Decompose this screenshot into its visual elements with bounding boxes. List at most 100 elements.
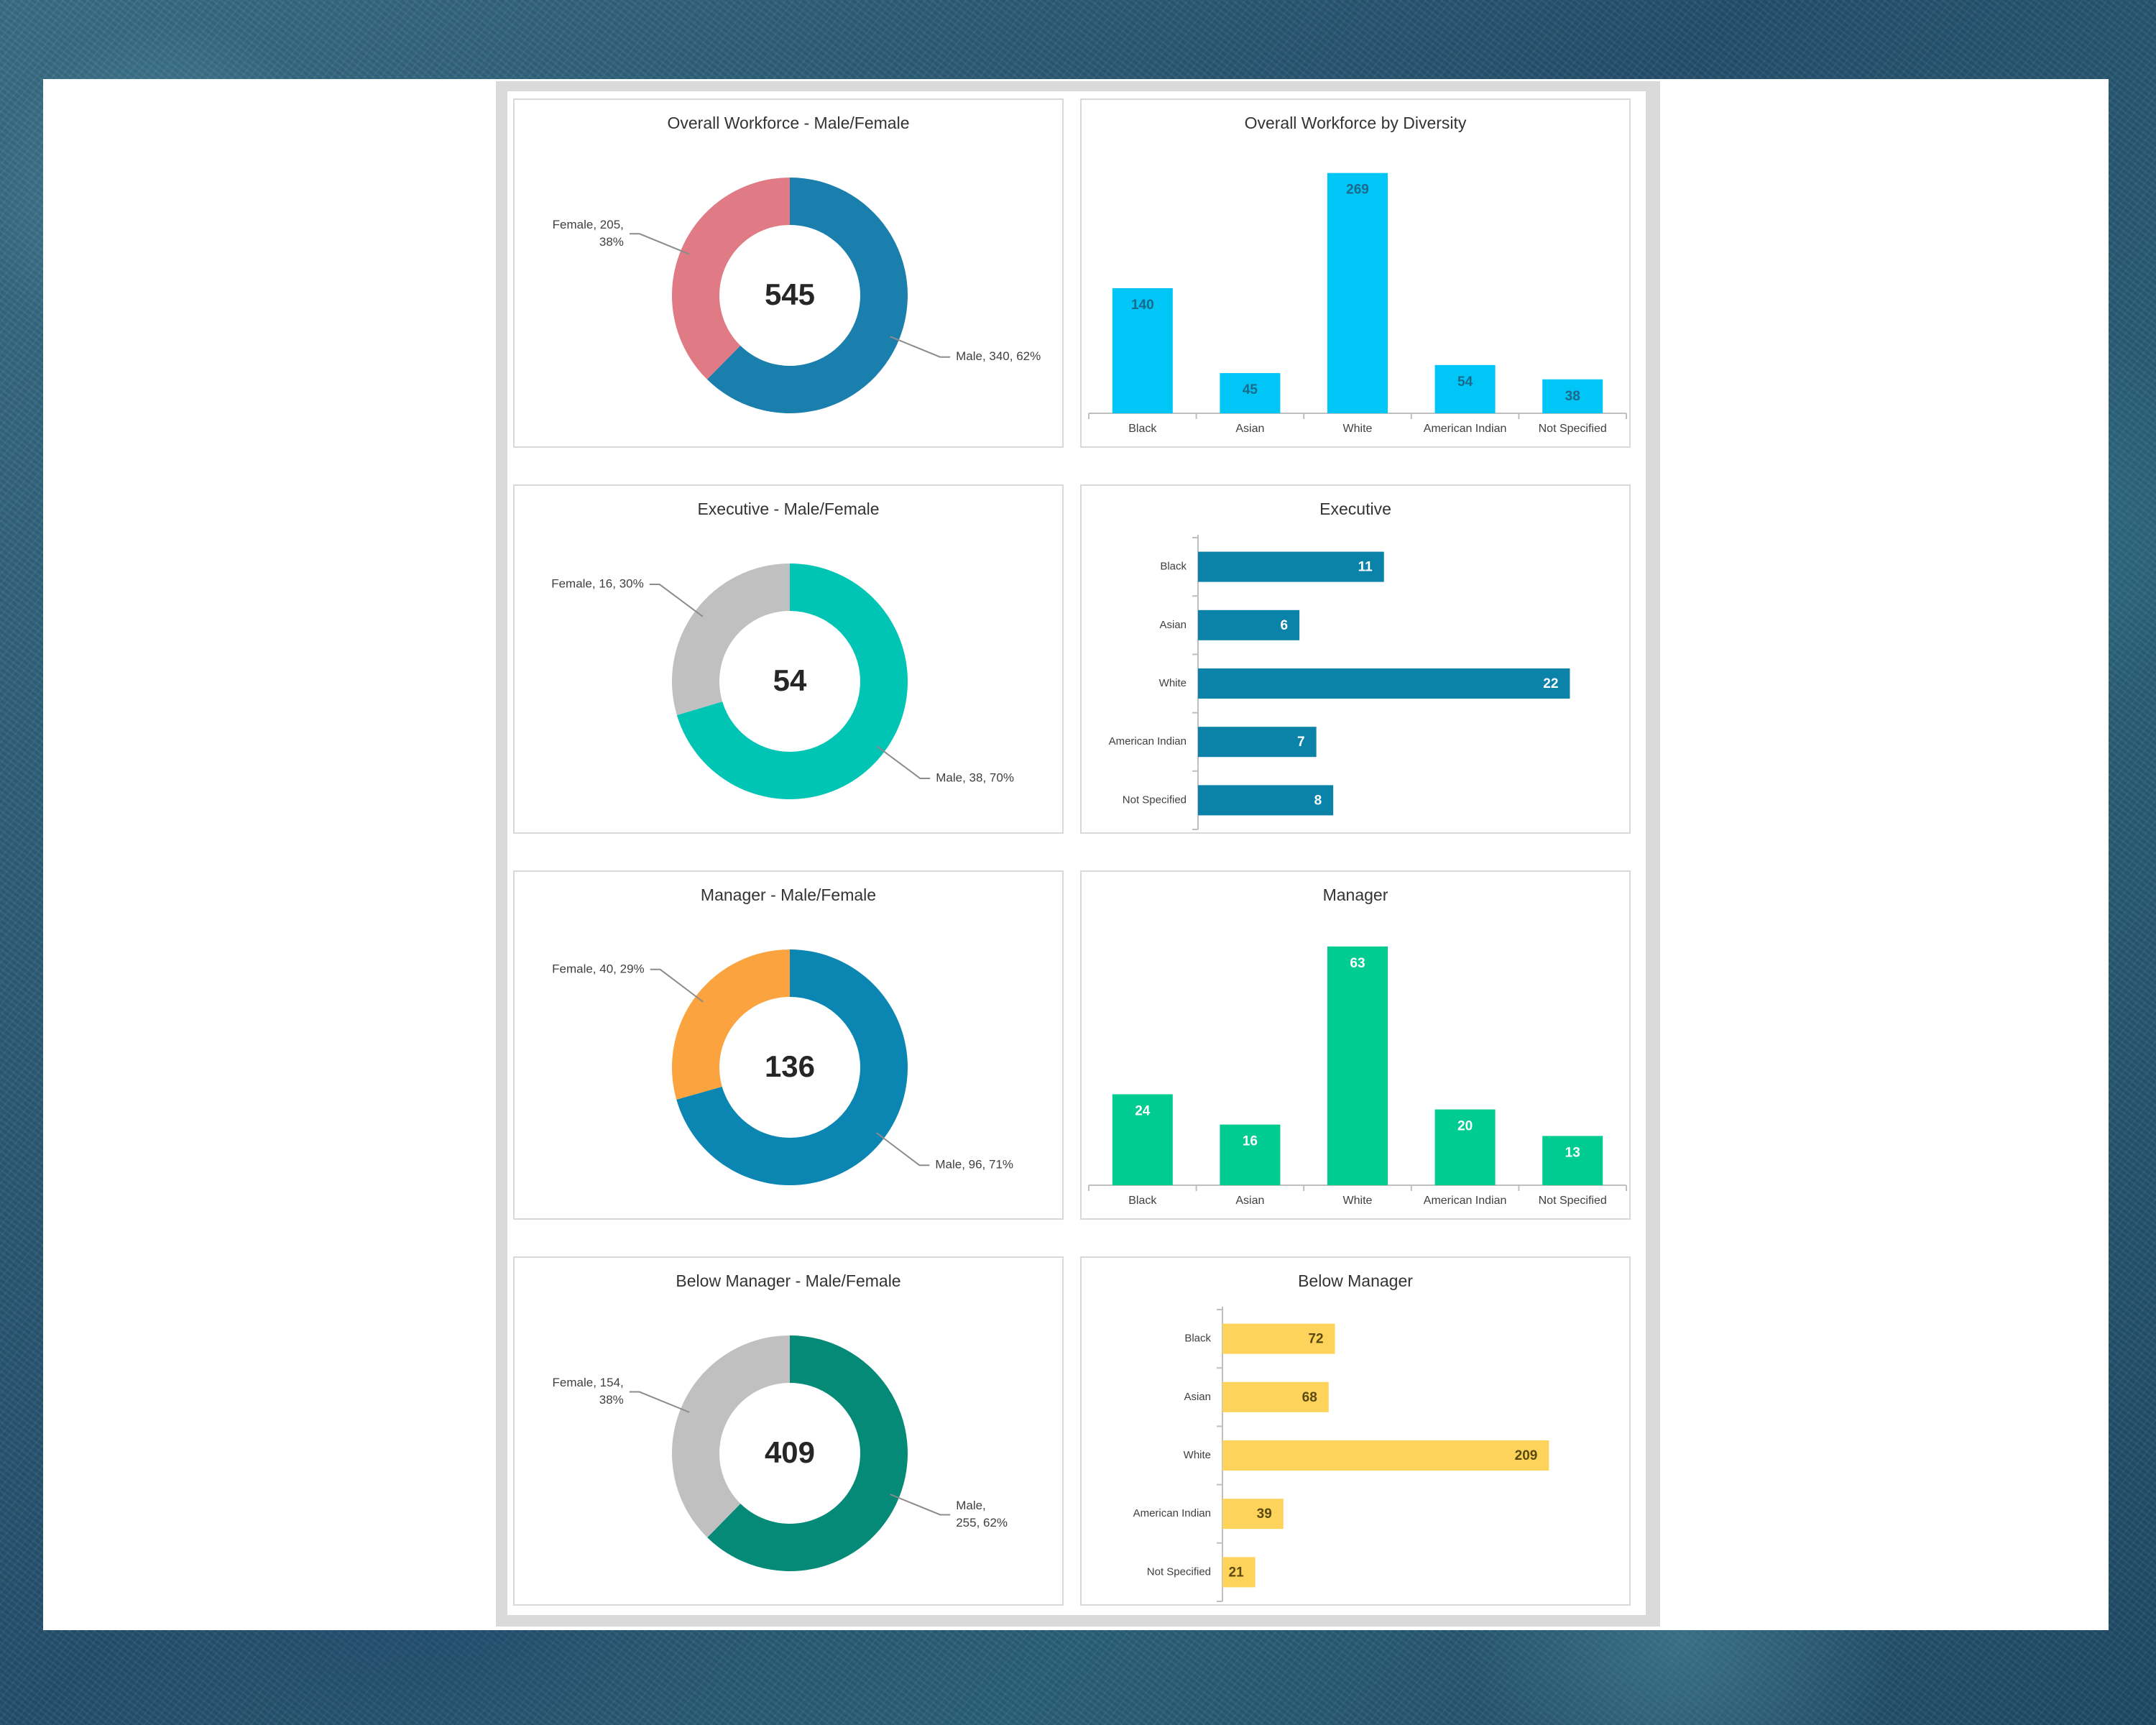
bar-white	[1327, 172, 1388, 413]
chart-title: Manager - Male/Female	[701, 886, 876, 904]
bar-value-label: 209	[1515, 1448, 1538, 1463]
bar-value-label: 8	[1314, 793, 1322, 808]
donut-slice-male	[707, 1335, 908, 1571]
chart-executive: Executive 11 Black 6 Asian 22 White 7 American I…	[1109, 500, 1570, 830]
chart-panel-overall-workforce-by-diversity: Overall Workforce by Diversity 140 Black 45…	[1080, 98, 1631, 448]
y-tick-label: White	[1184, 1449, 1211, 1461]
chart-title: Below Manager	[1298, 1271, 1413, 1290]
dashboard-canvas: Overall Workforce - Male/Female Male, 340…	[507, 91, 1646, 1615]
bar-white	[1222, 1440, 1549, 1471]
bar-value-label: 20	[1457, 1119, 1473, 1134]
donut-center-total: 136	[765, 1049, 815, 1083]
bar-american-indian	[1434, 1109, 1496, 1185]
donut-slice-male	[676, 949, 908, 1185]
bar-value-label: 24	[1135, 1103, 1151, 1118]
donut-center-total: 54	[773, 663, 807, 697]
bar-value-label: 72	[1308, 1332, 1323, 1347]
bar-value-label: 140	[1131, 298, 1154, 313]
bar-not-specified	[1542, 379, 1603, 413]
chart-title: Executive - Male/Female	[697, 500, 879, 518]
chart-below-manager-male-female: Below Manager - Male/Female Male, 255, 62%…	[553, 1271, 1008, 1571]
bar-value-label: 45	[1243, 382, 1258, 397]
bar-black	[1112, 1094, 1173, 1185]
bar-value-label: 38	[1565, 389, 1580, 404]
leader-line-female	[629, 233, 690, 255]
bar-value-label: 13	[1565, 1145, 1580, 1160]
leader-line-male	[876, 745, 931, 779]
bar-black	[1112, 288, 1173, 413]
bar-value-label: 54	[1457, 374, 1473, 390]
x-tick-label: Asian	[1235, 423, 1264, 435]
y-tick-label: American Indian	[1109, 735, 1187, 748]
donut-slice-male	[676, 564, 908, 799]
x-tick-label: American Indian	[1424, 1195, 1507, 1207]
chart-panel-below-manager-male-female: Below Manager - Male/Female Male, 255, 62%…	[513, 1256, 1064, 1606]
chart-title: Overall Workforce by Diversity	[1245, 114, 1467, 132]
leader-line-male	[890, 336, 951, 358]
donut-slice-female	[672, 949, 790, 1100]
bar-value-label: 21	[1229, 1565, 1245, 1580]
chart-title: Below Manager - Male/Female	[676, 1271, 900, 1290]
y-tick-label: Not Specified	[1123, 794, 1187, 806]
bar-value-label: 11	[1358, 560, 1373, 575]
bar-american-indian	[1198, 727, 1317, 758]
bar-american-indian	[1222, 1499, 1284, 1530]
bar-value-label: 68	[1302, 1390, 1317, 1405]
bar-value-label: 6	[1281, 618, 1289, 633]
x-tick-label: White	[1343, 1195, 1373, 1207]
bar-black	[1222, 1323, 1335, 1354]
data-label-female: 38%	[599, 1393, 624, 1407]
bar-asian	[1222, 1381, 1329, 1412]
chart-title: Executive	[1319, 500, 1391, 518]
donut-center-total: 545	[765, 277, 815, 311]
data-label-female: Female, 154,	[553, 1376, 624, 1389]
bar-value-label: 269	[1346, 183, 1369, 198]
bar-value-label: 63	[1350, 956, 1365, 971]
x-tick-label: Black	[1128, 423, 1157, 435]
chart-panel-manager: Manager 24 Black 16 Asian 63 White 20 American I…	[1080, 870, 1631, 1220]
y-tick-label: White	[1159, 677, 1187, 689]
data-label-female: Female, 205,	[553, 218, 624, 231]
x-tick-label: American Indian	[1424, 423, 1507, 435]
bar-american-indian	[1434, 364, 1496, 413]
x-tick-label: Asian	[1235, 1195, 1264, 1207]
y-tick-label: Not Specified	[1147, 1565, 1211, 1578]
leader-line-female	[629, 1391, 690, 1413]
chart-below-manager: Below Manager 72 Black 68 Asian 209 White 39 Ame…	[1133, 1271, 1549, 1602]
data-label-male: Male, 38, 70%	[936, 770, 1014, 784]
x-tick-label: Black	[1128, 1195, 1157, 1207]
bar-not-specified	[1198, 785, 1334, 816]
bar-value-label: 39	[1257, 1506, 1272, 1522]
chart-overall-workforce-by-diversity: Overall Workforce by Diversity 140 Black 45…	[1088, 114, 1627, 435]
y-tick-label: Black	[1160, 561, 1187, 573]
chart-title: Overall Workforce - Male/Female	[668, 114, 910, 132]
donut-slice-female	[672, 564, 790, 716]
chart-executive-male-female: Executive - Male/Female Male, 38, 70% Fema…	[551, 500, 1014, 799]
leader-line-male	[875, 1132, 930, 1167]
bar-not-specified	[1542, 1136, 1603, 1185]
donut-slice-female	[672, 1335, 790, 1538]
chart-manager: Manager 24 Black 16 Asian 63 White 20 American I…	[1088, 886, 1627, 1207]
leader-line-male	[890, 1494, 951, 1516]
chart-title: Manager	[1323, 886, 1388, 904]
data-label-female: Female, 40, 29%	[552, 962, 645, 975]
bar-value-label: 22	[1543, 676, 1558, 691]
data-label-male: 255, 62%	[956, 1516, 1008, 1530]
donut-slice-female	[672, 178, 790, 380]
x-tick-label: Not Specified	[1539, 423, 1607, 435]
bar-value-label: 16	[1243, 1134, 1258, 1149]
chart-panel-overall-workforce-male-female: Overall Workforce - Male/Female Male, 340…	[513, 98, 1064, 448]
x-tick-label: Not Specified	[1539, 1195, 1607, 1207]
y-tick-label: Asian	[1184, 1391, 1211, 1403]
leader-line-female	[649, 584, 704, 617]
bar-not-specified	[1222, 1557, 1256, 1588]
donut-slice-male	[706, 178, 908, 413]
data-label-male: Male, 340, 62%	[956, 349, 1041, 363]
chart-panel-manager-male-female: Manager - Male/Female Male, 96, 71% Female…	[513, 870, 1064, 1220]
dashboard-sheet: Overall Workforce - Male/Female Male, 340…	[496, 81, 1660, 1627]
chart-panel-below-manager: Below Manager 72 Black 68 Asian 209 White 39 Ame…	[1080, 1256, 1631, 1606]
chart-panel-executive-male-female: Executive - Male/Female Male, 38, 70% Fema…	[513, 484, 1064, 834]
chart-panel-executive: Executive 11 Black 6 Asian 22 White 7 American I…	[1080, 484, 1631, 834]
bar-white	[1198, 668, 1570, 699]
data-label-male: Male, 96, 71%	[935, 1158, 1013, 1172]
